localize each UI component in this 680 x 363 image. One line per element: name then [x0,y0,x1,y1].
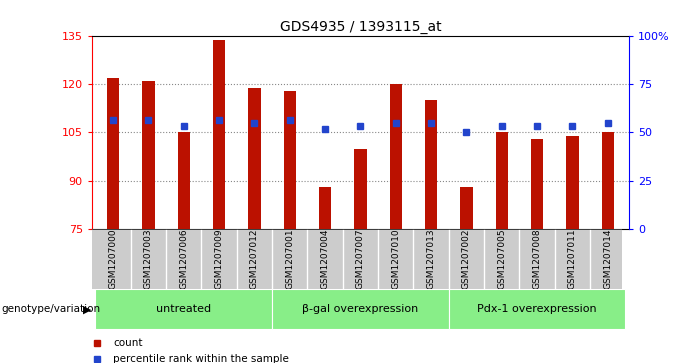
Text: Pdx-1 overexpression: Pdx-1 overexpression [477,305,597,314]
Text: GSM1207007: GSM1207007 [356,228,365,289]
Text: GSM1207001: GSM1207001 [285,228,294,289]
Text: GSM1207013: GSM1207013 [426,228,436,289]
Bar [284,91,296,229]
Text: count: count [114,338,143,348]
Text: GSM1207011: GSM1207011 [568,228,577,289]
Bar [354,148,367,229]
Text: β-gal overexpression: β-gal overexpression [303,305,418,314]
Text: GSM1207014: GSM1207014 [603,228,612,289]
Text: GSM1207010: GSM1207010 [391,228,401,289]
Text: genotype/variation: genotype/variation [1,305,101,314]
Text: GSM1207004: GSM1207004 [320,228,330,289]
Bar [566,136,579,229]
Text: GSM1207002: GSM1207002 [462,228,471,289]
Bar [177,132,190,229]
Text: GSM1207003: GSM1207003 [144,228,153,289]
Bar [460,187,473,229]
Bar [425,101,437,229]
Bar [95,289,272,330]
Text: GSM1207012: GSM1207012 [250,228,259,289]
Text: GSM1207005: GSM1207005 [497,228,507,289]
Bar [107,78,119,229]
Bar [248,87,260,229]
Text: untreated: untreated [156,305,211,314]
Bar [531,139,543,229]
Text: GSM1207000: GSM1207000 [109,228,118,289]
Text: percentile rank within the sample: percentile rank within the sample [114,354,289,363]
Text: GSM1207006: GSM1207006 [180,228,188,289]
Bar [496,132,508,229]
Text: GSM1207008: GSM1207008 [532,228,541,289]
Bar [390,85,402,229]
Bar [449,289,626,330]
Bar [272,289,449,330]
Bar [602,132,614,229]
Bar [213,40,225,229]
Title: GDS4935 / 1393115_at: GDS4935 / 1393115_at [279,20,441,34]
Bar [319,187,331,229]
Text: ▶: ▶ [83,305,91,314]
Bar [142,81,154,229]
Text: GSM1207009: GSM1207009 [214,228,224,289]
